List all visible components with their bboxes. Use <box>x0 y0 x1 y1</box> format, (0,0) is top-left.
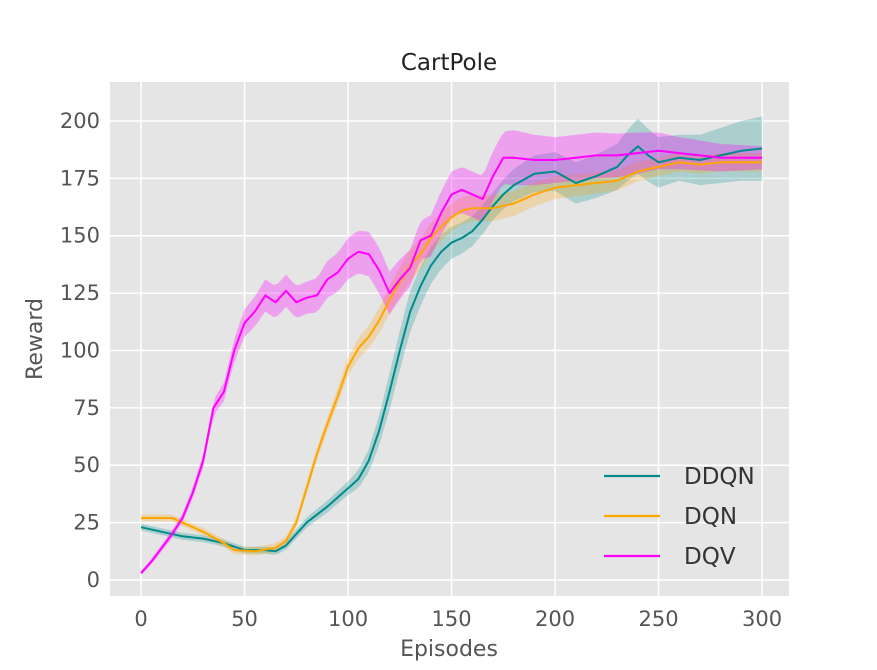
series-line-dqv <box>140 149 763 574</box>
y-tick-label: 50 <box>73 453 100 477</box>
y-tick-label: 100 <box>60 338 100 362</box>
y-tick-label: 125 <box>60 281 100 305</box>
legend: DDQN DQN DQV <box>604 464 755 570</box>
y-tick-label: 25 <box>73 511 100 535</box>
x-tick-label: 50 <box>231 607 258 631</box>
y-tick-label: 75 <box>73 396 100 420</box>
x-tick-label: 300 <box>742 607 782 631</box>
legend-label-dqn: DQN <box>684 504 737 530</box>
series-lines <box>140 145 763 574</box>
tick-labels: 0 50 100 150 200 250 300 0 25 50 75 100 125 150 175 200 <box>60 109 782 631</box>
x-tick-label: 100 <box>328 607 368 631</box>
x-axis-title: Episodes <box>400 637 498 662</box>
y-axis-title: Reward <box>23 298 48 380</box>
y-tick-label: 200 <box>60 109 100 133</box>
x-tick-label: 250 <box>639 607 679 631</box>
legend-label-ddqn: DDQN <box>684 464 755 490</box>
plot-area-background <box>110 82 789 596</box>
y-tick-label: 150 <box>60 224 100 248</box>
x-tick-label: 0 <box>134 607 147 631</box>
gridlines <box>110 82 789 596</box>
series-line-ddqn <box>140 145 763 553</box>
chart-title: CartPole <box>401 50 497 76</box>
y-tick-label: 175 <box>60 166 100 190</box>
y-tick-label: 0 <box>87 568 100 592</box>
x-tick-label: 200 <box>535 607 575 631</box>
legend-label-dqv: DQV <box>684 544 736 570</box>
x-tick-label: 150 <box>432 607 472 631</box>
